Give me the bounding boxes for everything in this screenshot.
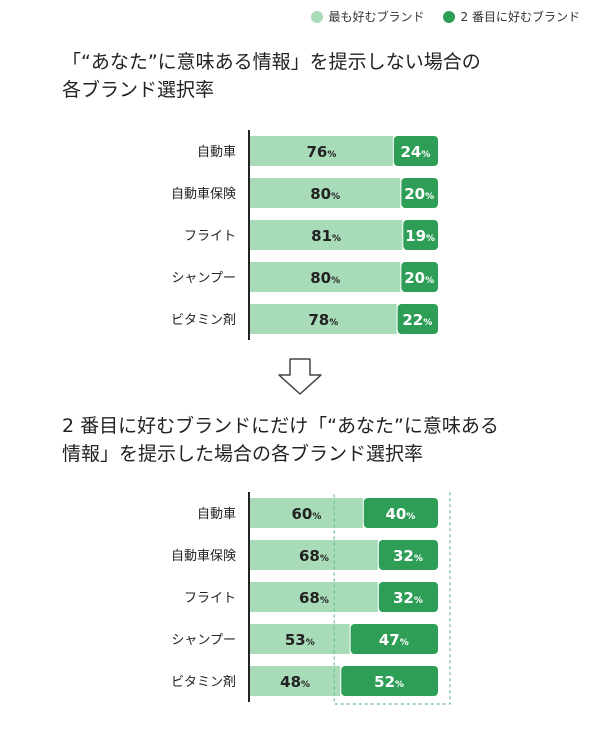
chart2-bar-second: [378, 582, 438, 612]
chart1-bar-second: [393, 136, 438, 166]
chart1-category-label: 自動車: [197, 145, 236, 160]
chart1-bar-first: [250, 136, 393, 166]
legend-swatch-second: [442, 10, 455, 23]
chart1-bar-first: [250, 220, 403, 250]
chart1-bar-second: [401, 262, 438, 292]
chart1-heading: 「“あなた”に意味ある情報」を提示しない場合の 各ブランド選択率: [62, 51, 481, 101]
legend-label-first: 最も好むブランド: [328, 10, 425, 24]
chart2-bar-first: [250, 624, 350, 654]
chart1-bar-second: [401, 178, 438, 208]
chart1-bar-first: [250, 262, 401, 292]
chart2: 自動車 60% 40%自動車保険 68% 32%フライト 68% 32%シャンプー 53% 47…: [171, 492, 451, 705]
chart1-category-label: シャンプー: [171, 271, 236, 286]
legend-swatch-first: [310, 10, 323, 23]
chart2-bar-second: [341, 666, 438, 696]
chart2-bar-second: [350, 624, 438, 654]
chart2-category-label: 自動車: [197, 507, 236, 522]
chart1-category-label: 自動車保険: [171, 187, 236, 202]
legend: 最も好むブランド 2 番目に好むブランド: [310, 8, 580, 25]
chart1-bar-second: [397, 304, 438, 334]
chart2-highlight-box: [333, 492, 451, 705]
legend-item-second: 2 番目に好むブランド: [442, 8, 580, 25]
chart2-category-label: フライト: [184, 591, 236, 606]
chart2-bar-first: [250, 540, 378, 570]
down-arrow-icon: [278, 358, 322, 395]
chart2-bar-first: [250, 666, 341, 696]
chart1-category-label: ビタミン剤: [171, 312, 236, 328]
chart1-category-label: フライト: [184, 229, 236, 244]
legend-label-second: 2 番目に好むブランド: [460, 10, 580, 24]
chart2-bar-second: [363, 498, 438, 528]
chart1-bar-second: [403, 220, 438, 250]
chart1-bar-first: [250, 304, 397, 334]
chart1-bar-first: [250, 178, 401, 208]
chart2-category-label: ビタミン剤: [171, 674, 236, 690]
chart2-bar-first: [250, 498, 363, 528]
chart1: 自動車 76% 24%自動車保険 80% 20%フライト 81% 19%シャンプー 80% 20…: [171, 130, 438, 340]
chart2-bar-first: [250, 582, 378, 612]
legend-item-first: 最も好むブランド: [310, 8, 425, 25]
chart2-bar-second: [378, 540, 438, 570]
chart2-heading: 2 番目に好むブランドにだけ「“あなた”に意味ある 情報」を提示した場合の各ブラ…: [62, 415, 499, 465]
chart2-category-label: 自動車保険: [171, 549, 236, 564]
chart2-category-label: シャンプー: [171, 633, 236, 648]
